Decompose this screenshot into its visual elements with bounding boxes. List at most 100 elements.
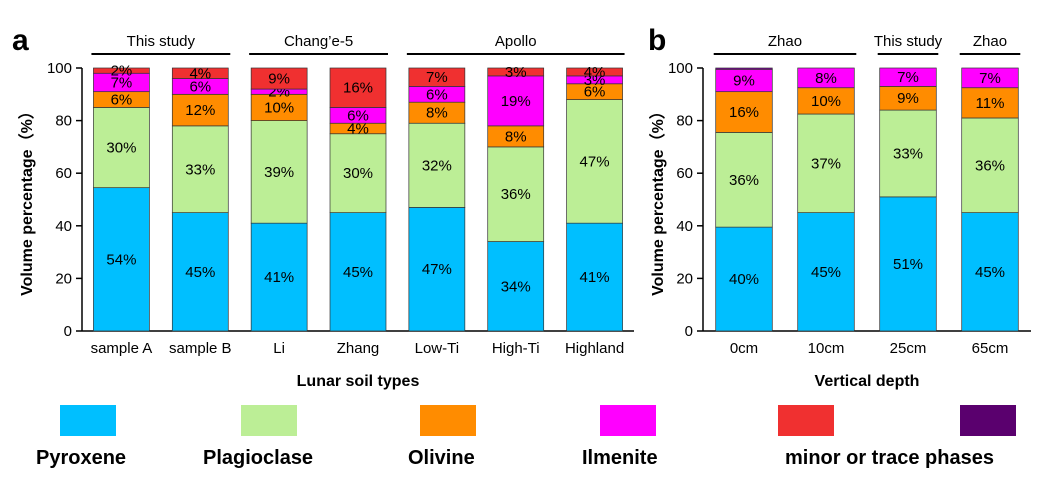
data-label: 36% bbox=[729, 172, 759, 189]
data-label: 16% bbox=[729, 104, 759, 121]
data-label: 33% bbox=[185, 161, 215, 178]
data-label: 45% bbox=[975, 264, 1005, 281]
data-label: 8% bbox=[505, 128, 527, 145]
bar-segment bbox=[487, 75, 545, 127]
y-tick-label: 80 bbox=[676, 113, 693, 130]
bar-segment bbox=[329, 67, 387, 108]
bar-segment bbox=[329, 133, 387, 214]
x-tick-label: Low-Ti bbox=[415, 340, 459, 357]
y-tick-label: 40 bbox=[676, 218, 693, 235]
y-axis-title: Volume percentage（%） bbox=[18, 103, 36, 296]
legend-label: Pyroxene bbox=[36, 447, 126, 469]
data-label: 45% bbox=[343, 264, 373, 281]
bar-segment bbox=[171, 67, 229, 79]
bar-segment bbox=[250, 67, 308, 90]
data-label: 33% bbox=[893, 145, 923, 162]
panel-a-chart: 0 20 40 60 80 100 Volume percentage（%） Lunar so… bbox=[18, 33, 634, 390]
data-label: 47% bbox=[422, 261, 452, 278]
data-label: 45% bbox=[811, 264, 841, 281]
x-tick-label: High-Ti bbox=[492, 340, 540, 357]
bar-segment bbox=[250, 93, 308, 121]
data-label: 8% bbox=[426, 105, 448, 122]
bar-segment bbox=[250, 222, 308, 332]
bar-segment bbox=[93, 67, 150, 74]
data-label: 19% bbox=[501, 93, 531, 110]
data-label: 8% bbox=[815, 70, 837, 87]
bar-segment bbox=[250, 120, 308, 224]
data-label: 10% bbox=[264, 99, 294, 116]
data-label: 6% bbox=[189, 78, 211, 95]
data-label: 4% bbox=[347, 120, 369, 137]
data-label: 39% bbox=[264, 164, 294, 181]
data-label: 36% bbox=[975, 157, 1005, 174]
legend-label: Olivine bbox=[408, 447, 475, 469]
legend-swatch bbox=[600, 405, 656, 436]
group-label: This study bbox=[874, 33, 943, 50]
data-label: 32% bbox=[422, 157, 452, 174]
bar-segment bbox=[715, 226, 773, 332]
bar-segment bbox=[93, 107, 150, 189]
data-label: 51% bbox=[893, 256, 923, 273]
bar-segment bbox=[171, 212, 229, 332]
bar-segment bbox=[715, 67, 773, 70]
bar-segment bbox=[961, 117, 1019, 214]
y-tick-label: 0 bbox=[64, 323, 72, 340]
bar-segment bbox=[408, 207, 466, 332]
x-axis-title: Vertical depth bbox=[815, 373, 920, 390]
data-label: 41% bbox=[264, 269, 294, 286]
bar-segment bbox=[879, 109, 937, 198]
panel-a-letter: a bbox=[12, 24, 29, 57]
x-tick-label: 65cm bbox=[972, 340, 1009, 357]
x-tick-label: sample A bbox=[91, 340, 153, 357]
bar-segment bbox=[961, 212, 1019, 332]
bar-segment bbox=[171, 93, 229, 127]
legend-label: minor or trace phases bbox=[785, 447, 994, 469]
data-label: 7% bbox=[111, 74, 133, 91]
bar-segment bbox=[797, 67, 855, 89]
panel-b-letter: b bbox=[648, 24, 666, 57]
data-label: 37% bbox=[811, 155, 841, 172]
x-tick-label: 10cm bbox=[808, 340, 845, 357]
legend: Pyroxene Plagioclase Olivine Ilmenite minor … bbox=[36, 405, 1016, 469]
x-tick-label: 25cm bbox=[890, 340, 927, 357]
bar-segment bbox=[487, 146, 545, 242]
data-label: 2% bbox=[111, 63, 133, 80]
bar-segment bbox=[879, 196, 937, 332]
bar-segment bbox=[171, 125, 229, 214]
group-label: Chang’e-5 bbox=[284, 33, 353, 50]
x-tick-label: Li bbox=[273, 340, 285, 357]
group-label: This study bbox=[127, 33, 196, 50]
bar-segment bbox=[408, 67, 466, 87]
x-axis-title: Lunar soil types bbox=[297, 373, 420, 390]
data-label: 45% bbox=[185, 264, 215, 281]
bar-segment bbox=[93, 187, 150, 332]
x-tick-label: 0cm bbox=[730, 340, 758, 357]
bar-segment bbox=[879, 67, 937, 87]
data-label: 3% bbox=[505, 64, 527, 81]
y-tick-label: 40 bbox=[55, 218, 72, 235]
data-label: 11% bbox=[976, 95, 1005, 112]
data-label: 54% bbox=[106, 251, 136, 268]
data-label: 12% bbox=[185, 102, 215, 119]
group-label: Zhao bbox=[768, 33, 802, 50]
data-label: 36% bbox=[501, 186, 531, 203]
x-tick-label: Zhang bbox=[337, 340, 380, 357]
legend-label: Ilmenite bbox=[582, 447, 658, 469]
data-label: 34% bbox=[501, 278, 531, 295]
y-tick-label: 20 bbox=[676, 270, 693, 287]
x-tick-label: sample B bbox=[169, 340, 232, 357]
legend-swatch bbox=[420, 405, 476, 436]
y-tick-label: 100 bbox=[668, 60, 693, 77]
data-label: 40% bbox=[729, 271, 759, 288]
data-label: 47% bbox=[580, 153, 610, 170]
data-label: 7% bbox=[979, 70, 1001, 87]
y-tick-label: 60 bbox=[676, 165, 693, 182]
bar-segment bbox=[487, 67, 545, 77]
legend-label: Plagioclase bbox=[203, 447, 313, 469]
data-label: 30% bbox=[343, 165, 373, 182]
bar-segment bbox=[715, 91, 773, 133]
data-label: 6% bbox=[111, 92, 133, 109]
y-tick-label: 80 bbox=[55, 113, 72, 130]
data-label: 30% bbox=[106, 140, 136, 157]
